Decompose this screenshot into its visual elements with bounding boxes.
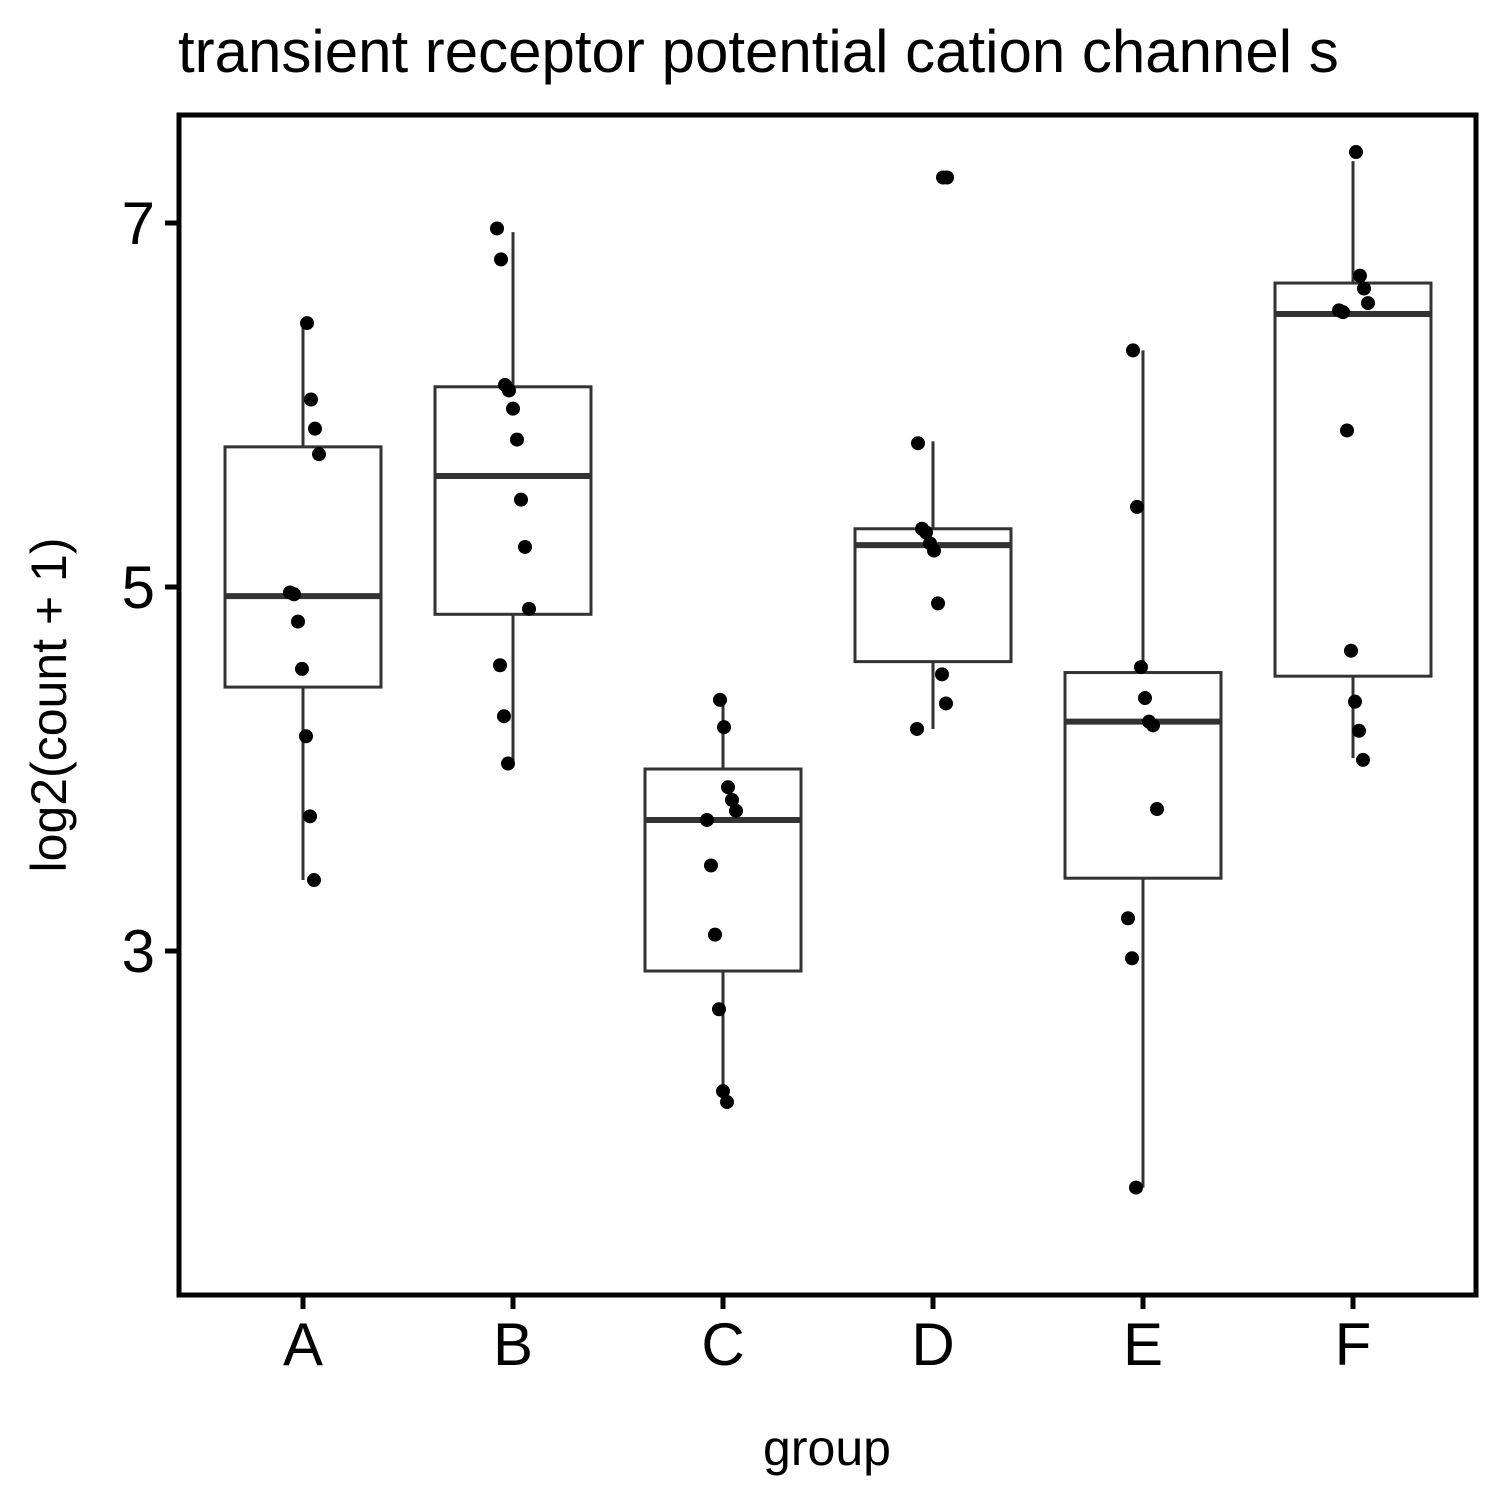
data-point xyxy=(307,873,321,888)
data-point xyxy=(931,596,945,611)
data-point xyxy=(704,858,718,873)
data-point xyxy=(1138,691,1152,706)
data-point xyxy=(1357,281,1371,296)
box-c xyxy=(643,699,803,1103)
x-tick-label-a: A xyxy=(283,1311,323,1378)
data-point xyxy=(940,170,954,185)
data-point xyxy=(494,252,508,267)
x-axis-title: group xyxy=(763,1420,891,1476)
data-point xyxy=(713,692,727,707)
data-point xyxy=(1125,951,1139,966)
data-point xyxy=(304,392,318,407)
data-point xyxy=(308,421,322,436)
data-point xyxy=(716,1084,730,1099)
data-point xyxy=(514,492,528,507)
data-point xyxy=(1150,802,1164,817)
data-point xyxy=(300,316,314,331)
data-point xyxy=(1130,499,1144,514)
data-point xyxy=(303,809,317,824)
data-point xyxy=(1134,660,1148,675)
panel-border xyxy=(176,112,1479,1298)
x-tick-label-e: E xyxy=(1123,1311,1163,1378)
data-point xyxy=(721,780,735,795)
data-point xyxy=(295,661,309,676)
points-e xyxy=(1121,343,1164,1195)
data-point xyxy=(935,667,949,682)
points-c xyxy=(700,692,743,1110)
y-tick-label-7: 7 xyxy=(122,190,155,257)
data-point xyxy=(939,696,953,711)
data-point xyxy=(522,601,536,616)
data-point xyxy=(927,543,941,558)
data-point xyxy=(1121,911,1135,926)
data-point xyxy=(1340,423,1354,438)
data-point xyxy=(312,447,326,462)
y-tick-label-3: 3 xyxy=(122,918,155,985)
data-point xyxy=(1129,1180,1143,1195)
plot-area xyxy=(223,145,1433,1195)
box-rect xyxy=(643,767,803,973)
data-point xyxy=(919,525,933,540)
box-a xyxy=(223,323,383,881)
data-point xyxy=(1348,694,1362,709)
box-b xyxy=(433,232,593,764)
data-point xyxy=(708,927,722,942)
box-rect xyxy=(1273,281,1433,678)
x-tick-label-f: F xyxy=(1335,1311,1372,1378)
box-d xyxy=(853,441,1013,729)
box-rect xyxy=(433,385,593,616)
data-point xyxy=(490,221,504,236)
data-point xyxy=(1344,643,1358,658)
data-point xyxy=(720,1095,734,1110)
data-point xyxy=(1126,343,1140,358)
x-tick-label-d: D xyxy=(911,1311,954,1378)
x-tick-label-b: B xyxy=(493,1311,533,1378)
data-point xyxy=(911,436,925,451)
data-point xyxy=(910,721,924,736)
data-point xyxy=(1336,305,1350,320)
points-f xyxy=(1332,145,1375,767)
data-point xyxy=(1349,145,1363,160)
data-point xyxy=(700,812,714,827)
data-point xyxy=(506,401,520,416)
data-point xyxy=(291,614,305,629)
x-tick-label-c: C xyxy=(701,1311,744,1378)
axes: 3 5 7 A B C D E F xyxy=(122,112,1479,1378)
data-point xyxy=(712,1002,726,1017)
data-point xyxy=(1356,752,1370,767)
points-b xyxy=(490,221,536,771)
y-tick-label-5: 5 xyxy=(122,554,155,621)
data-point xyxy=(518,539,532,554)
data-point xyxy=(502,383,516,398)
data-point xyxy=(1361,296,1375,311)
points-d xyxy=(910,170,954,736)
data-point xyxy=(725,792,739,807)
data-point xyxy=(510,432,524,447)
data-point xyxy=(1352,723,1366,738)
data-point xyxy=(1146,718,1160,733)
data-point xyxy=(501,756,515,771)
data-point xyxy=(287,587,301,602)
data-point xyxy=(493,658,507,673)
data-point xyxy=(729,803,743,818)
points-a xyxy=(283,316,326,888)
data-point xyxy=(717,720,731,735)
data-point xyxy=(299,729,313,744)
box-rect xyxy=(223,445,383,689)
data-point xyxy=(497,709,511,724)
box-rect xyxy=(1063,671,1223,880)
box-f xyxy=(1273,161,1433,759)
box-e xyxy=(1063,350,1223,1188)
y-axis-title: log2(count + 1) xyxy=(21,538,77,873)
chart-title: transient receptor potential cation chan… xyxy=(178,18,1339,85)
data-point xyxy=(1353,268,1367,283)
